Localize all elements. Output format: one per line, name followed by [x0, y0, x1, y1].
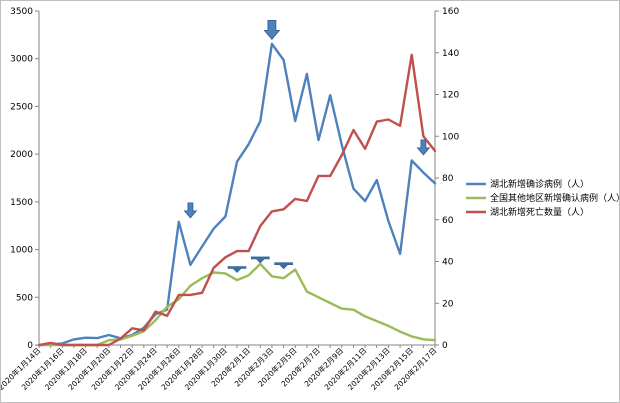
down-arrow-annotation	[416, 139, 431, 156]
y-left-tick-label: 2500	[10, 102, 33, 112]
legend-label-2: 全国其他地区新增确认病例（人）	[490, 192, 619, 204]
y-left-tick-label: 3500	[10, 7, 33, 17]
y-left-tick-label: 2000	[10, 150, 33, 160]
y-left-tick-label: 1500	[10, 198, 33, 208]
down-arrow-annotation	[183, 202, 198, 219]
y-right-tick-label: 60	[442, 216, 454, 226]
small-arrow-annotation	[274, 262, 293, 270]
series-line-2	[37, 262, 437, 347]
y-left-tick-label: 0	[27, 341, 33, 351]
y-right-tick-label: 80	[442, 174, 454, 184]
y-right-tick-label: 0	[442, 341, 448, 351]
legend-label-1: 湖北新增确诊病例（人）	[490, 178, 589, 190]
y-right-tick-label: 40	[442, 258, 454, 268]
y-right-tick-label: 20	[442, 299, 454, 309]
small-arrow-annotation	[227, 266, 247, 273]
y-left-tick-label: 500	[16, 293, 33, 303]
y-right-tick-label: 160	[442, 7, 459, 17]
y-left-tick-label: 3000	[10, 55, 33, 65]
y-left-tick-label: 1000	[10, 246, 33, 256]
down-arrow-annotation	[263, 19, 281, 41]
y-right-tick-label: 120	[442, 91, 459, 101]
y-right-tick-label: 100	[442, 132, 459, 142]
series-line-3	[37, 53, 437, 347]
series-line-1	[37, 42, 437, 347]
small-arrow-annotation	[251, 256, 270, 264]
y-right-tick-label: 140	[442, 49, 459, 59]
legend-label-3: 湖北新增死亡数量（人）	[490, 206, 589, 218]
